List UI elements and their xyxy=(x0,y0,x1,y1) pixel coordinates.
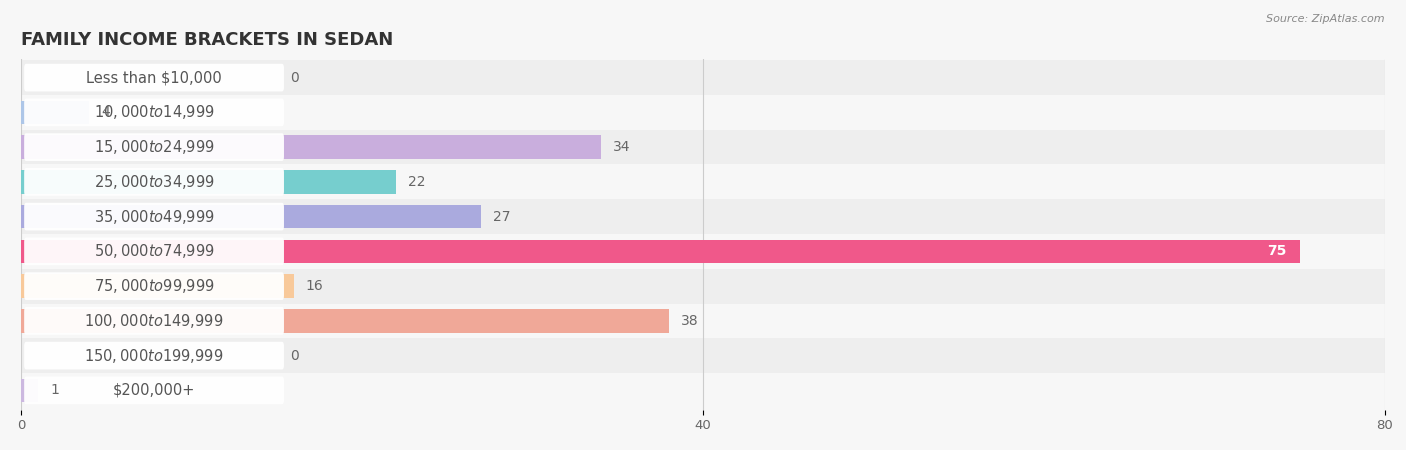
Text: 27: 27 xyxy=(494,210,510,224)
Text: 34: 34 xyxy=(613,140,630,154)
Bar xyxy=(4,165,1406,199)
Text: Source: ZipAtlas.com: Source: ZipAtlas.com xyxy=(1267,14,1385,23)
Bar xyxy=(21,274,294,298)
Bar xyxy=(21,309,669,333)
Bar xyxy=(4,130,1406,165)
Bar xyxy=(21,100,90,124)
Bar xyxy=(4,338,1406,373)
FancyBboxPatch shape xyxy=(24,307,284,335)
Text: 38: 38 xyxy=(681,314,699,328)
Bar xyxy=(4,199,1406,234)
Bar xyxy=(4,269,1406,303)
Text: $35,000 to $49,999: $35,000 to $49,999 xyxy=(94,207,215,225)
FancyBboxPatch shape xyxy=(24,272,284,300)
Bar xyxy=(21,135,600,159)
Text: $200,000+: $200,000+ xyxy=(112,383,195,398)
FancyBboxPatch shape xyxy=(24,342,284,369)
Text: 4: 4 xyxy=(101,105,110,119)
FancyBboxPatch shape xyxy=(24,238,284,265)
Bar xyxy=(21,378,38,402)
Text: $10,000 to $14,999: $10,000 to $14,999 xyxy=(94,104,215,122)
Text: 1: 1 xyxy=(51,383,59,397)
FancyBboxPatch shape xyxy=(24,99,284,126)
Text: 75: 75 xyxy=(1267,244,1286,258)
Text: 0: 0 xyxy=(291,349,299,363)
Bar xyxy=(4,60,1406,95)
Text: $15,000 to $24,999: $15,000 to $24,999 xyxy=(94,138,215,156)
Text: Less than $10,000: Less than $10,000 xyxy=(86,70,222,85)
Bar xyxy=(21,205,481,229)
FancyBboxPatch shape xyxy=(24,64,284,91)
FancyBboxPatch shape xyxy=(24,133,284,161)
Bar xyxy=(4,95,1406,130)
Bar xyxy=(4,234,1406,269)
Text: $100,000 to $149,999: $100,000 to $149,999 xyxy=(84,312,224,330)
FancyBboxPatch shape xyxy=(24,203,284,230)
Text: FAMILY INCOME BRACKETS IN SEDAN: FAMILY INCOME BRACKETS IN SEDAN xyxy=(21,31,394,49)
Text: $25,000 to $34,999: $25,000 to $34,999 xyxy=(94,173,215,191)
Bar xyxy=(21,239,1299,263)
Text: $50,000 to $74,999: $50,000 to $74,999 xyxy=(94,243,215,261)
Text: 16: 16 xyxy=(305,279,323,293)
FancyBboxPatch shape xyxy=(24,377,284,404)
Text: $150,000 to $199,999: $150,000 to $199,999 xyxy=(84,346,224,364)
Bar xyxy=(21,170,396,194)
Text: $75,000 to $99,999: $75,000 to $99,999 xyxy=(94,277,215,295)
FancyBboxPatch shape xyxy=(24,168,284,196)
Bar xyxy=(4,303,1406,338)
Text: 0: 0 xyxy=(291,71,299,85)
Bar xyxy=(4,373,1406,408)
Text: 22: 22 xyxy=(408,175,426,189)
